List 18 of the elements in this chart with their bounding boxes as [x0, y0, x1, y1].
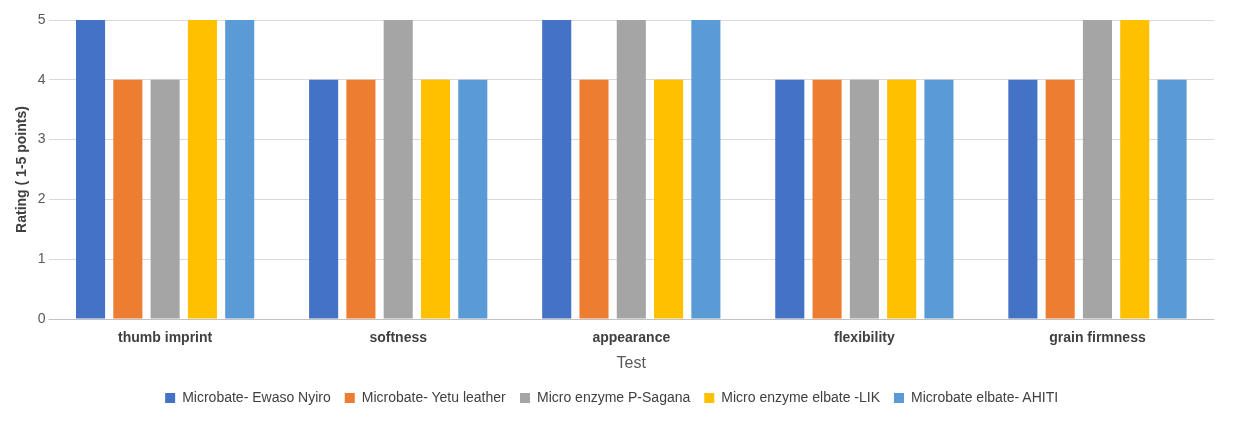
y-tick-label: 0 — [37, 309, 46, 326]
y-tick-label: 3 — [37, 130, 46, 147]
y-axis-title: Rating ( 1-5 points) — [13, 106, 30, 233]
y-tick-label: 2 — [37, 190, 46, 207]
legend-label: Microbate- Ewaso Nyiro — [182, 388, 331, 405]
y-tick-label: 5 — [37, 10, 46, 27]
x-tick-label: softness — [369, 329, 428, 346]
legend-label: Microbate- Yetu leather — [361, 388, 507, 405]
y-tick-label: 4 — [37, 70, 46, 87]
legend-label: Micro enzyme elbate -LIK — [721, 388, 881, 405]
x-tick-label: flexibility — [834, 329, 895, 346]
x-tick-label: thumb imprint — [118, 329, 213, 346]
x-tick-label: grain firmness — [1049, 329, 1146, 346]
legend-label: Micro enzyme P-Sagana — [536, 388, 691, 405]
x-tick-label: appearance — [592, 329, 671, 346]
x-axis-title: Test — [616, 353, 647, 371]
legend-label: Microbate elbate- AHITI — [911, 388, 1059, 405]
y-tick-label: 1 — [37, 250, 46, 267]
